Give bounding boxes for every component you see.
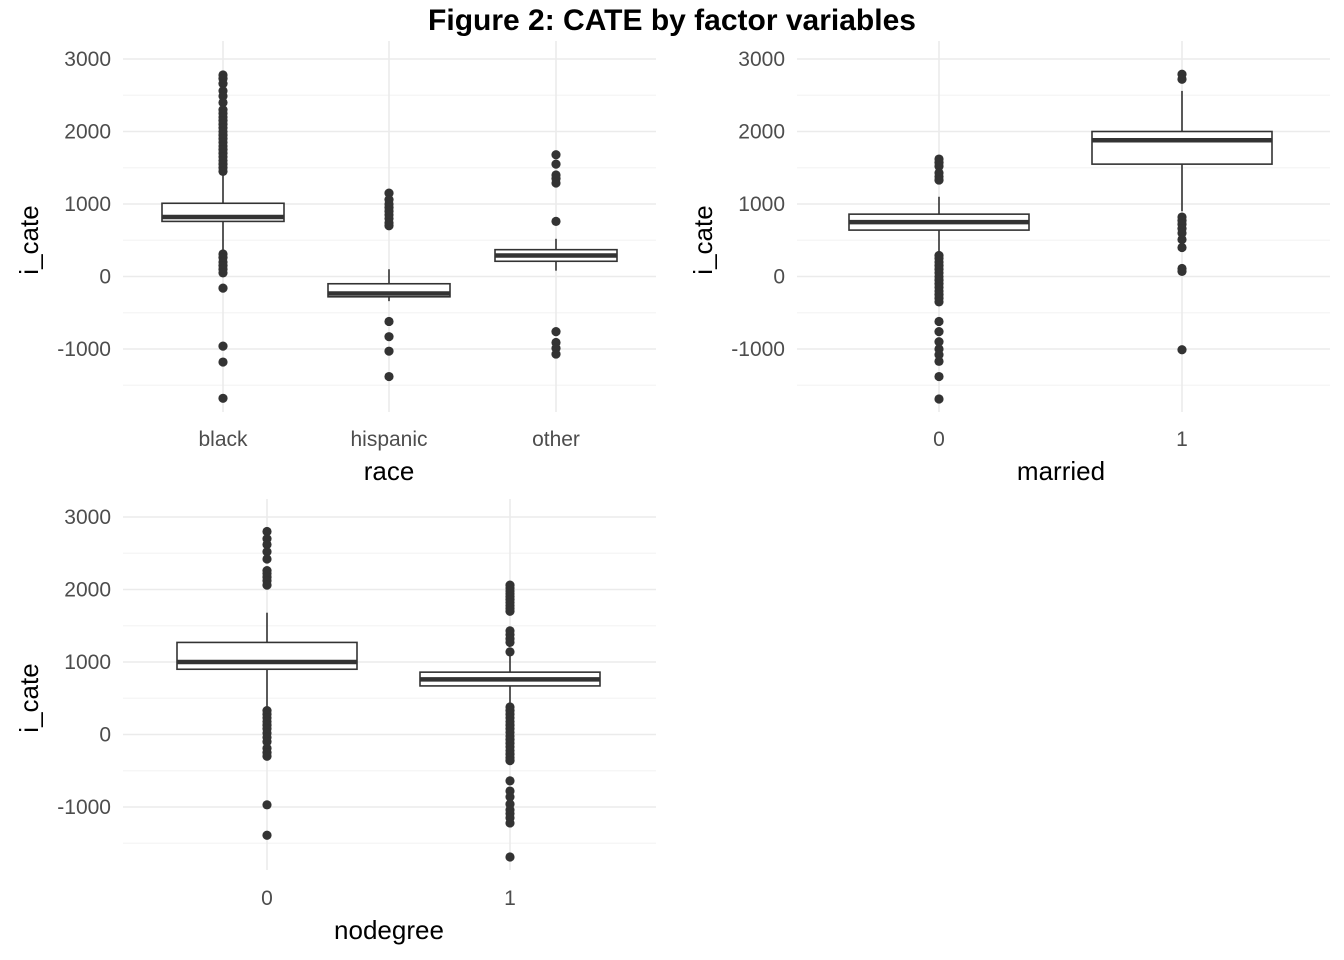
x-axis-title: nodegree xyxy=(334,915,444,945)
outlier-point xyxy=(262,800,272,810)
outlier-point xyxy=(262,737,272,747)
outlier-point xyxy=(218,79,228,89)
outlier-point xyxy=(384,188,394,198)
outlier-point xyxy=(1177,228,1187,238)
boxplot-1 xyxy=(419,580,601,862)
y-tick-label: 0 xyxy=(773,266,785,289)
outlier-point xyxy=(384,332,394,342)
outlier-point xyxy=(218,393,228,403)
x-tick-label: hispanic xyxy=(350,428,427,451)
outlier-point xyxy=(551,349,561,359)
outlier-point xyxy=(551,327,561,337)
outlier-point xyxy=(934,337,944,347)
outlier-point xyxy=(505,637,515,648)
outlier-point xyxy=(218,91,228,101)
outlier-point xyxy=(934,371,944,382)
x-tick-label: 0 xyxy=(261,887,273,910)
outlier-point xyxy=(262,547,272,557)
x-tick-label: black xyxy=(198,428,248,451)
outlier-point xyxy=(218,97,228,108)
outlier-point xyxy=(934,327,944,337)
outlier-point xyxy=(262,526,272,537)
y-axis-title: i_cate xyxy=(688,205,718,274)
outlier-point xyxy=(262,539,272,550)
outlier-point xyxy=(505,647,515,657)
y-tick-label: -1000 xyxy=(57,338,111,361)
outlier-point xyxy=(1177,345,1187,355)
outlier-point xyxy=(218,357,228,367)
boxplot-0 xyxy=(848,154,1030,404)
y-tick-label: 2000 xyxy=(64,121,111,144)
panel-married: -1000 0 1000 2000 3000 0 1 married i_cate xyxy=(688,41,1330,486)
boxplot-1 xyxy=(1091,69,1273,355)
outlier-point xyxy=(934,175,944,185)
outlier-point xyxy=(1177,266,1187,277)
outlier-point xyxy=(934,356,944,366)
y-axis-title: i_cate xyxy=(14,663,44,732)
box-iqr xyxy=(1091,130,1273,165)
x-tick-label: other xyxy=(532,428,580,451)
outlier-point xyxy=(934,161,944,171)
outlier-point xyxy=(505,818,515,828)
outlier-point xyxy=(934,350,944,360)
outlier-point xyxy=(384,371,394,382)
panel-nodegree: -1000 0 1000 2000 3000 0 1 nodegree i_cate xyxy=(14,499,656,945)
outlier-point xyxy=(551,216,561,226)
outlier-point xyxy=(1177,242,1187,253)
x-tick-label: 0 xyxy=(933,428,945,451)
outlier-point xyxy=(934,316,944,327)
y-tick-label: 0 xyxy=(99,266,111,289)
y-tick-label: 3000 xyxy=(64,506,111,529)
y-tick-label: 2000 xyxy=(64,579,111,602)
y-tick-label: 3000 xyxy=(738,48,785,71)
outlier-point xyxy=(505,792,515,802)
boxplot-0 xyxy=(176,526,358,840)
x-tick-label: 1 xyxy=(1176,428,1188,451)
y-tick-label: 0 xyxy=(99,724,111,747)
y-axis-title: i_cate xyxy=(14,205,44,274)
boxplot-hispanic xyxy=(327,188,451,382)
y-tick-label: -1000 xyxy=(57,796,111,819)
box-iqr xyxy=(176,641,358,671)
outlier-point xyxy=(505,756,515,766)
boxplot-other xyxy=(494,150,618,359)
x-tick-label: 1 xyxy=(504,887,516,910)
y-tick-label: 3000 xyxy=(64,48,111,71)
y-tick-label: 1000 xyxy=(738,193,785,216)
y-tick-label: -1000 xyxy=(731,338,785,361)
outlier-point xyxy=(262,751,272,761)
x-axis-title: race xyxy=(364,456,415,486)
outlier-point xyxy=(218,341,228,351)
y-tick-label: 2000 xyxy=(738,121,785,144)
outlier-point xyxy=(505,852,515,862)
outlier-point xyxy=(505,776,515,786)
boxplot-black xyxy=(161,70,285,403)
x-axis-title: married xyxy=(1017,456,1105,486)
panel-race: -1000 0 1000 2000 3000 black hispanic other race… xyxy=(14,41,656,486)
outlier-point xyxy=(1177,74,1187,84)
outlier-point xyxy=(934,394,944,404)
outlier-point xyxy=(262,554,272,564)
outlier-point xyxy=(1177,234,1187,245)
outlier-point xyxy=(218,283,228,293)
outlier-point xyxy=(551,178,561,188)
outlier-point xyxy=(934,297,944,307)
outlier-point xyxy=(218,268,228,278)
outlier-point xyxy=(384,316,394,327)
y-tick-label: 1000 xyxy=(64,193,111,216)
page-title: Figure 2: CATE by factor variables xyxy=(428,4,916,37)
outlier-point xyxy=(551,159,561,169)
outlier-point xyxy=(551,150,561,160)
outlier-point xyxy=(262,580,272,590)
outlier-point xyxy=(262,830,272,840)
y-tick-label: 1000 xyxy=(64,651,111,674)
outlier-point xyxy=(384,346,394,356)
outlier-point xyxy=(384,221,394,231)
outlier-point xyxy=(218,166,228,176)
outlier-point xyxy=(505,606,515,616)
